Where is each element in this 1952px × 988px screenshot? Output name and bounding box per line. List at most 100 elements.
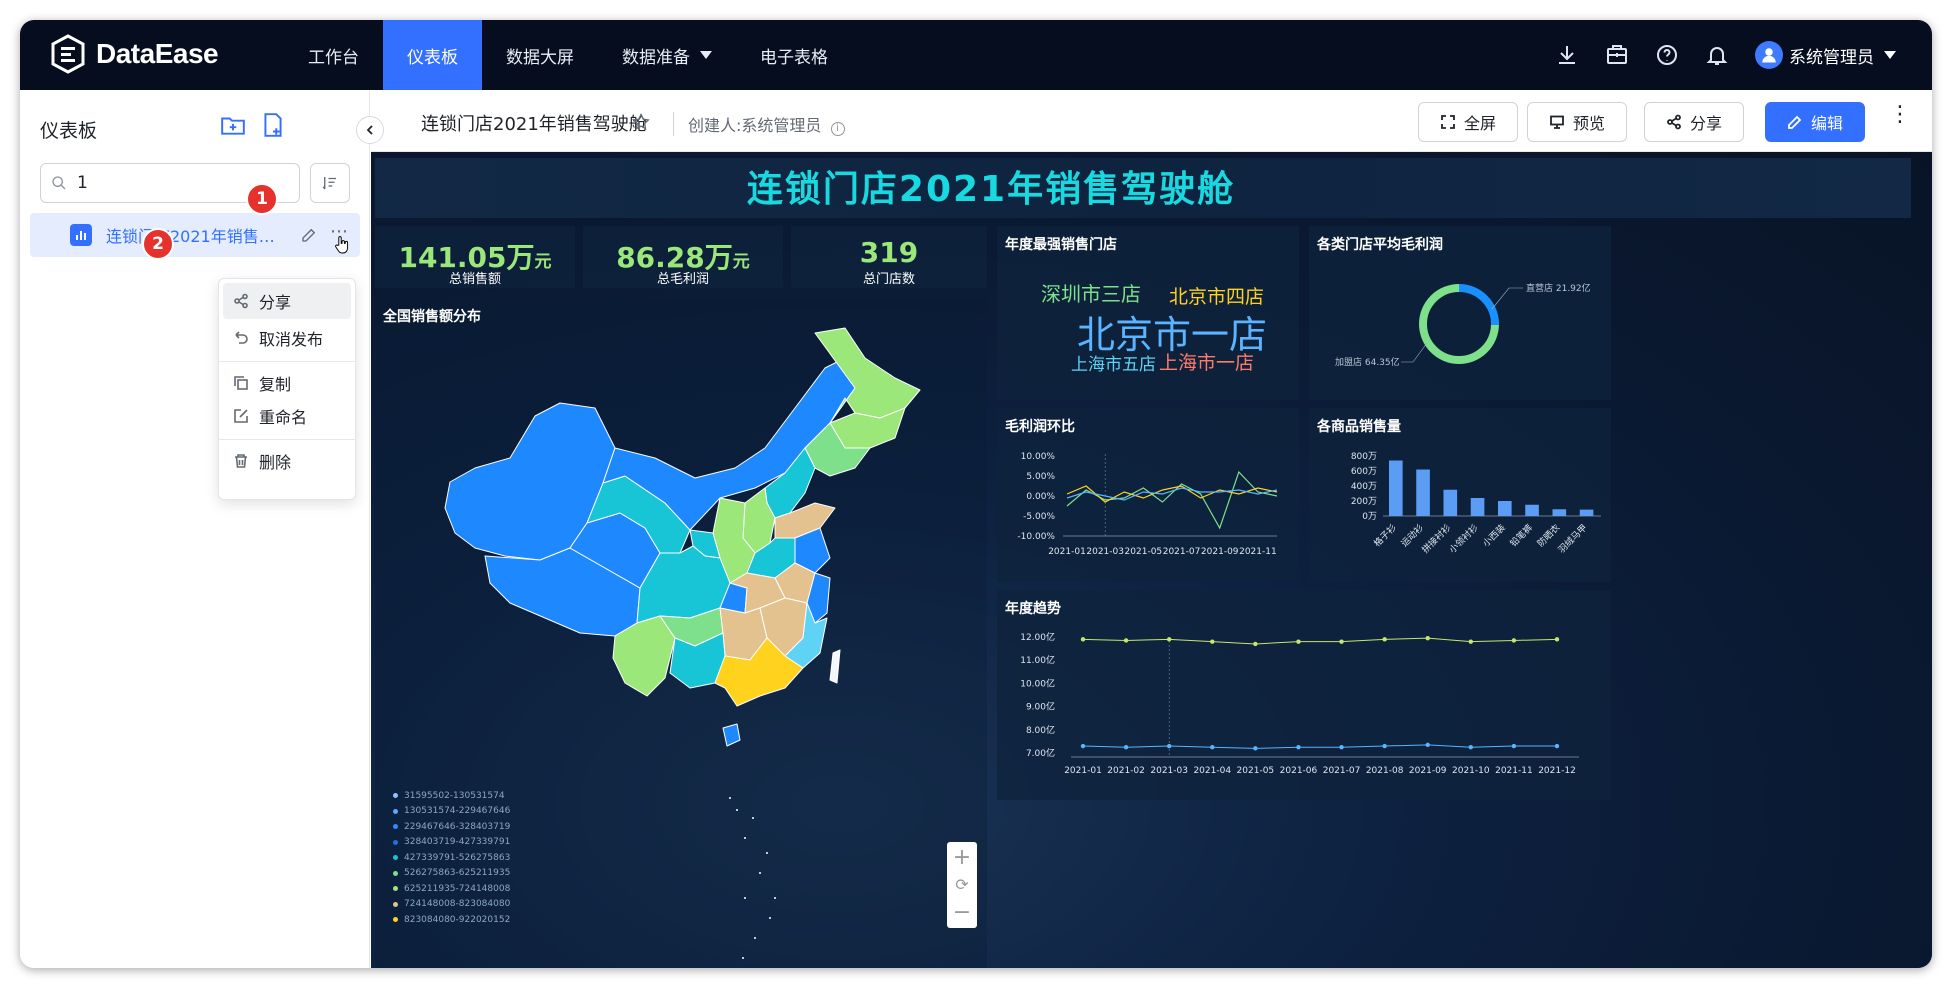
new-folder-icon[interactable]	[220, 112, 246, 138]
data-point[interactable]	[1468, 639, 1474, 644]
data-point[interactable]	[1210, 639, 1215, 644]
map-legend-item[interactable]: 724148008-823084080	[393, 897, 510, 913]
map-legend-item[interactable]: 31595502-130531574	[393, 788, 510, 804]
new-dashboard-icon[interactable]	[260, 112, 286, 138]
profit-mom-chart[interactable]: 10.00%5.00%0.00%-5.00%-10.00%2021-01 2021…	[997, 408, 1299, 582]
data-point[interactable]	[1210, 745, 1215, 750]
series-line[interactable]	[1066, 470, 1278, 530]
more-vertical-icon[interactable]: ⋮	[1889, 102, 1911, 127]
download-icon[interactable]	[1555, 43, 1579, 67]
zoom-out-button[interactable]: −	[952, 900, 972, 926]
series-line[interactable]	[1066, 485, 1278, 503]
fullscreen-button[interactable]: 全屏	[1418, 102, 1518, 142]
map-legend-item[interactable]: 823084080-922020152	[393, 912, 510, 928]
wordcloud-word[interactable]: 北京市四店	[1169, 286, 1265, 308]
data-point[interactable]	[1080, 637, 1086, 642]
user-menu[interactable]: 系统管理员	[1755, 41, 1896, 69]
legend-dot	[393, 793, 398, 799]
bar[interactable]	[1579, 509, 1594, 516]
preview-button[interactable]: 预览	[1527, 102, 1627, 142]
data-point[interactable]	[1296, 639, 1301, 644]
bar[interactable]	[1497, 501, 1512, 516]
data-point[interactable]	[1296, 745, 1301, 750]
sort-button[interactable]	[310, 163, 350, 203]
map-legend-item[interactable]: 427339791-526275863	[393, 850, 510, 866]
star-icon[interactable]	[631, 112, 651, 132]
nav-data-screen[interactable]: 数据大屏	[482, 20, 598, 90]
help-icon[interactable]	[1655, 43, 1679, 67]
dashboard-tree-item[interactable]: 连锁门店2021年销售… ⋯	[30, 213, 360, 257]
series-line[interactable]	[1082, 637, 1558, 645]
more-icon[interactable]: ⋯	[330, 221, 348, 242]
donut-slice[interactable]	[1419, 284, 1499, 364]
nav-spreadsheet[interactable]: 电子表格	[736, 20, 852, 90]
data-point[interactable]	[1339, 639, 1344, 644]
data-point[interactable]	[1382, 743, 1387, 749]
edit-pencil-icon[interactable]	[300, 226, 318, 244]
toolbox-icon[interactable]	[1605, 43, 1629, 67]
nav-dashboard[interactable]: 仪表板	[383, 20, 482, 90]
data-point[interactable]	[1166, 637, 1172, 642]
data-point[interactable]	[1339, 745, 1344, 750]
zoom-in-button[interactable]: +	[952, 844, 972, 870]
data-point[interactable]	[1425, 742, 1430, 748]
bar[interactable]	[1416, 469, 1430, 517]
annual-trend-chart[interactable]: 12.00亿 11.00亿 10.00亿 9.00亿 8.00亿 7.00亿 2021-01…	[997, 590, 1611, 800]
edit-button[interactable]: 编辑	[1765, 102, 1865, 142]
map-legend-item[interactable]: 328403719-427339791	[393, 835, 510, 851]
collapse-sidebar-button[interactable]	[356, 116, 384, 144]
data-point[interactable]	[1166, 743, 1172, 749]
wordcloud-word[interactable]: 深圳市三店	[1041, 282, 1141, 306]
menu-share[interactable]: 分享	[223, 283, 351, 319]
data-point[interactable]	[1468, 745, 1474, 750]
wordcloud-word[interactable]: 上海市一店	[1159, 352, 1255, 374]
wordcloud-word[interactable]: 上海市五店	[1071, 355, 1156, 375]
map-legend-item[interactable]: 625211935-724148008	[393, 881, 510, 897]
menu-copy[interactable]: 复制	[223, 365, 351, 401]
data-point[interactable]	[1123, 745, 1129, 750]
x-tick-label: 铅笔裤	[1507, 522, 1535, 550]
menu-delete[interactable]: 删除	[223, 443, 351, 479]
wordcloud-word[interactable]: 北京市一店	[1077, 313, 1268, 357]
data-point[interactable]	[1511, 638, 1517, 643]
nav-workbench[interactable]: 工作台	[284, 20, 383, 90]
china-map[interactable]	[375, 298, 987, 968]
map-legend-item[interactable]: 130531574-229467646	[393, 804, 510, 820]
data-point[interactable]	[1123, 638, 1129, 643]
data-point[interactable]	[1253, 641, 1258, 647]
nav-data-prep[interactable]: 数据准备	[598, 20, 736, 90]
bell-icon[interactable]	[1705, 43, 1729, 67]
share-button[interactable]: 分享	[1644, 102, 1744, 142]
bar[interactable]	[1525, 504, 1539, 516]
map-legend-item[interactable]: 526275863-625211935	[393, 866, 510, 882]
data-point[interactable]	[1511, 743, 1517, 749]
reset-view-button[interactable]: ⟳	[955, 875, 969, 895]
y-tick-label: 800万	[1351, 452, 1377, 462]
donut-panel: 各类门店平均毛利润 直营店 21.92亿 加盟店 64.35亿	[1309, 226, 1611, 400]
data-point[interactable]	[1080, 743, 1086, 749]
menu-rename[interactable]: 重命名	[223, 398, 351, 434]
bar[interactable]	[1552, 509, 1567, 516]
menu-unpublish[interactable]: 取消发布	[223, 320, 351, 356]
donut-slice[interactable]	[1458, 284, 1499, 326]
data-point[interactable]	[1554, 743, 1560, 749]
bar[interactable]	[1443, 489, 1458, 516]
search-input[interactable]: 1	[40, 163, 300, 203]
data-point[interactable]	[1554, 637, 1560, 642]
menu-label: 删除	[259, 453, 292, 472]
bar[interactable]	[1388, 460, 1403, 517]
brand-logo[interactable]: DataEase	[50, 34, 219, 74]
map-legend-item[interactable]: 229467646-328403719	[393, 819, 510, 835]
data-point[interactable]	[1253, 746, 1258, 751]
series-line[interactable]	[1066, 487, 1278, 501]
series-line[interactable]	[1082, 744, 1557, 749]
kpi-total-sales: 141.05万元 总销售额	[375, 226, 575, 288]
data-point[interactable]	[1425, 635, 1430, 641]
info-icon[interactable]: i	[830, 122, 845, 136]
creator-label: 创建人:系统管理员	[688, 116, 822, 135]
bar[interactable]	[1470, 498, 1485, 516]
dashboard-title-band	[375, 158, 1911, 218]
data-point[interactable]	[1382, 637, 1387, 642]
